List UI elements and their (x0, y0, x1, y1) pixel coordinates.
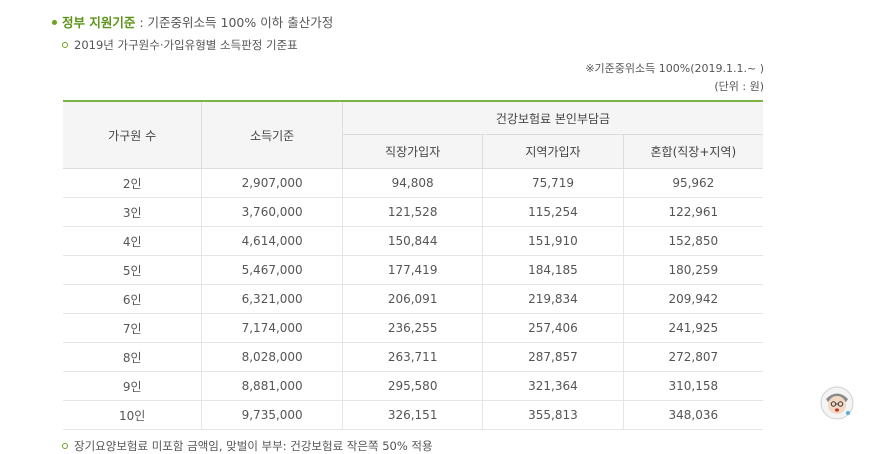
cell-workplace: 121,528 (342, 197, 484, 227)
cell-family: 8인 (63, 342, 203, 372)
cell-mixed: 180,259 (623, 255, 763, 285)
cell-regional: 355,813 (482, 400, 624, 430)
cell-regional: 75,719 (482, 168, 624, 198)
cell-family: 9인 (63, 371, 203, 401)
table-row: 10인 9,735,000 326,151 355,813 348,036 (63, 400, 763, 430)
table-row: 3인 3,760,000 121,528 115,254 122,961 (63, 197, 763, 227)
cell-regional: 151,910 (482, 226, 624, 256)
cell-income: 3,760,000 (201, 197, 343, 227)
cell-regional: 115,254 (482, 197, 624, 227)
cell-income: 9,735,000 (201, 400, 343, 430)
header-income: 소득기준 (201, 100, 343, 169)
cell-income: 8,028,000 (201, 342, 343, 372)
footnote-text: 장기요양보험료 미포함 금액임, 맞벌이 부부: 건강보험료 작은쪽 50% 적… (74, 439, 433, 453)
cell-family: 4인 (63, 226, 203, 256)
cell-family: 10인 (63, 400, 203, 430)
cell-workplace: 236,255 (342, 313, 484, 343)
cell-workplace: 326,151 (342, 400, 484, 430)
cell-workplace: 150,844 (342, 226, 484, 256)
cell-family: 7인 (63, 313, 203, 343)
cell-family: 2인 (63, 168, 203, 198)
table-row: 4인 4,614,000 150,844 151,910 152,850 (63, 226, 763, 256)
header-regional: 지역가입자 (482, 134, 624, 169)
cell-workplace: 206,091 (342, 284, 484, 314)
table-row: 2인 2,907,000 94,808 75,719 95,962 (63, 168, 763, 198)
cell-mixed: 95,962 (623, 168, 763, 198)
cell-workplace: 177,419 (342, 255, 484, 285)
cell-mixed: 348,036 (623, 400, 763, 430)
cell-family: 6인 (63, 284, 203, 314)
table-row: 5인 5,467,000 177,419 184,185 180,259 (63, 255, 763, 285)
bullet-icon (52, 20, 57, 25)
cell-mixed: 272,807 (623, 342, 763, 372)
heading-text: 기준중위소득 100% 이하 출산가정 (147, 15, 334, 30)
heading-title: 정부 지원기준 (62, 15, 136, 30)
table-row: 8인 8,028,000 263,711 287,857 272,807 (63, 342, 763, 372)
cell-workplace: 94,808 (342, 168, 484, 198)
cell-income: 7,174,000 (201, 313, 343, 343)
footnote: 장기요양보험료 미포함 금액임, 맞벌이 부부: 건강보험료 작은쪽 50% 적… (62, 438, 433, 454)
header-family: 가구원 수 (63, 100, 203, 169)
income-criteria-table: 가구원 수 소득기준 건강보험료 본인부담금 직장가입자 지역가입자 혼합(직장… (63, 100, 763, 430)
cell-regional: 321,364 (482, 371, 624, 401)
cell-mixed: 241,925 (623, 313, 763, 343)
unit-note: (단위 : 원) (714, 80, 764, 93)
cell-workplace: 295,580 (342, 371, 484, 401)
cell-regional: 184,185 (482, 255, 624, 285)
cell-family: 3인 (63, 197, 203, 227)
heading-separator: : (135, 15, 148, 30)
sub-heading: 2019년 가구원수·가입유형별 소득판정 기준표 (62, 37, 298, 53)
header-premium-group: 건강보험료 본인부담금 (342, 100, 763, 135)
table-row: 6인 6,321,000 206,091 219,834 209,942 (63, 284, 763, 314)
sub-heading-text: 2019년 가구원수·가입유형별 소득판정 기준표 (74, 38, 298, 52)
cell-regional: 219,834 (482, 284, 624, 314)
cell-mixed: 310,158 (623, 371, 763, 401)
cell-regional: 287,857 (482, 342, 624, 372)
cell-income: 4,614,000 (201, 226, 343, 256)
cell-mixed: 209,942 (623, 284, 763, 314)
table-row: 9인 8,881,000 295,580 321,364 310,158 (63, 371, 763, 401)
circle-bullet-icon (62, 41, 68, 48)
cell-mixed: 122,961 (623, 197, 763, 227)
table-row: 7인 7,174,000 236,255 257,406 241,925 (63, 313, 763, 343)
cell-income: 5,467,000 (201, 255, 343, 285)
cell-mixed: 152,850 (623, 226, 763, 256)
section-heading: 정부 지원기준 : 기준중위소득 100% 이하 출산가정 (52, 12, 333, 31)
user-avatar-icon[interactable] (820, 386, 854, 420)
header-mixed: 혼합(직장+지역) (623, 134, 763, 169)
cell-workplace: 263,711 (342, 342, 484, 372)
circle-bullet-icon (62, 442, 68, 449)
header-workplace: 직장가입자 (342, 134, 484, 169)
cell-income: 8,881,000 (201, 371, 343, 401)
cell-family: 5인 (63, 255, 203, 285)
cell-regional: 257,406 (482, 313, 624, 343)
cell-income: 2,907,000 (201, 168, 343, 198)
cell-income: 6,321,000 (201, 284, 343, 314)
basis-note: ※기준중위소득 100%(2019.1.1.~ ) (585, 62, 764, 75)
